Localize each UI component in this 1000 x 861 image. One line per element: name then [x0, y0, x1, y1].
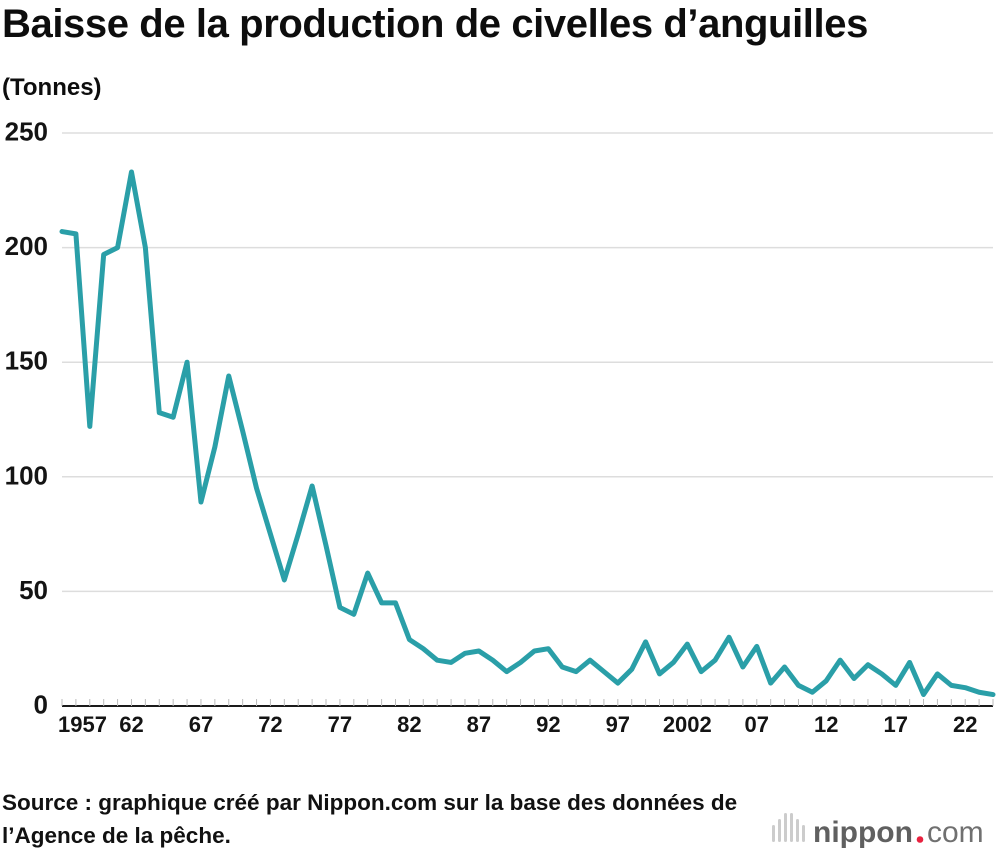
svg-text:17: 17 — [883, 712, 907, 737]
svg-text:87: 87 — [467, 712, 491, 737]
svg-text:150: 150 — [5, 346, 48, 376]
svg-text:12: 12 — [814, 712, 838, 737]
svg-text:1957: 1957 — [58, 712, 107, 737]
svg-text:100: 100 — [5, 460, 48, 490]
svg-text:62: 62 — [119, 712, 143, 737]
svg-text:0: 0 — [34, 690, 48, 720]
svg-text:07: 07 — [745, 712, 769, 737]
svg-text:22: 22 — [953, 712, 977, 737]
svg-text:com: com — [927, 816, 984, 849]
svg-text:92: 92 — [536, 712, 560, 737]
svg-text:250: 250 — [5, 117, 48, 147]
svg-text:72: 72 — [258, 712, 282, 737]
svg-text:2002: 2002 — [663, 712, 712, 737]
svg-text:82: 82 — [397, 712, 421, 737]
svg-text:97: 97 — [606, 712, 630, 737]
svg-text:67: 67 — [189, 712, 213, 737]
svg-text:nippon: nippon — [813, 816, 913, 849]
svg-text:200: 200 — [5, 231, 48, 261]
svg-text:77: 77 — [328, 712, 352, 737]
svg-text:50: 50 — [19, 575, 48, 605]
